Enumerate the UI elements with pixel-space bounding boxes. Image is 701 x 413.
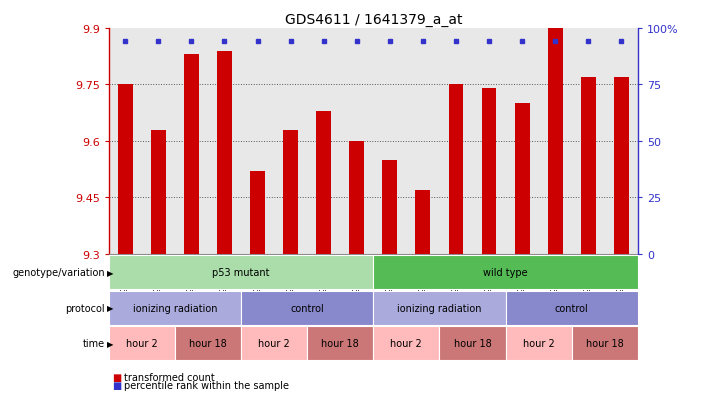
Text: ionizing radiation: ionizing radiation <box>397 303 482 313</box>
Text: hour 18: hour 18 <box>189 339 226 349</box>
Text: hour 2: hour 2 <box>258 339 290 349</box>
Bar <box>151 130 165 254</box>
Text: hour 2: hour 2 <box>126 339 158 349</box>
Text: time: time <box>83 339 105 349</box>
Text: ■: ■ <box>112 372 121 382</box>
Bar <box>250 171 265 254</box>
Bar <box>382 160 397 254</box>
Text: wild type: wild type <box>483 268 528 278</box>
Text: protocol: protocol <box>65 303 105 313</box>
Text: hour 18: hour 18 <box>321 339 359 349</box>
Bar <box>184 55 199 254</box>
Text: ionizing radiation: ionizing radiation <box>132 303 217 313</box>
Bar <box>118 85 132 254</box>
Bar <box>547 29 563 254</box>
Text: hour 2: hour 2 <box>390 339 422 349</box>
Text: hour 18: hour 18 <box>454 339 491 349</box>
Text: transformed count: transformed count <box>124 372 215 382</box>
Bar <box>349 142 365 254</box>
Text: ▶: ▶ <box>107 304 113 313</box>
Text: hour 18: hour 18 <box>586 339 624 349</box>
Bar <box>482 89 496 254</box>
Text: genotype/variation: genotype/variation <box>13 268 105 278</box>
Bar <box>449 85 463 254</box>
Bar <box>416 190 430 254</box>
Text: hour 2: hour 2 <box>523 339 554 349</box>
Title: GDS4611 / 1641379_a_at: GDS4611 / 1641379_a_at <box>285 12 462 26</box>
Bar <box>614 78 629 254</box>
Bar <box>515 104 529 254</box>
Text: p53 mutant: p53 mutant <box>212 268 270 278</box>
Bar <box>581 78 596 254</box>
Text: control: control <box>290 303 324 313</box>
Text: ▶: ▶ <box>107 339 113 348</box>
Bar <box>316 112 331 254</box>
Text: ■: ■ <box>112 380 121 390</box>
Bar <box>283 130 298 254</box>
Text: percentile rank within the sample: percentile rank within the sample <box>124 380 289 390</box>
Text: ▶: ▶ <box>107 268 113 277</box>
Bar <box>217 52 232 254</box>
Text: control: control <box>555 303 589 313</box>
